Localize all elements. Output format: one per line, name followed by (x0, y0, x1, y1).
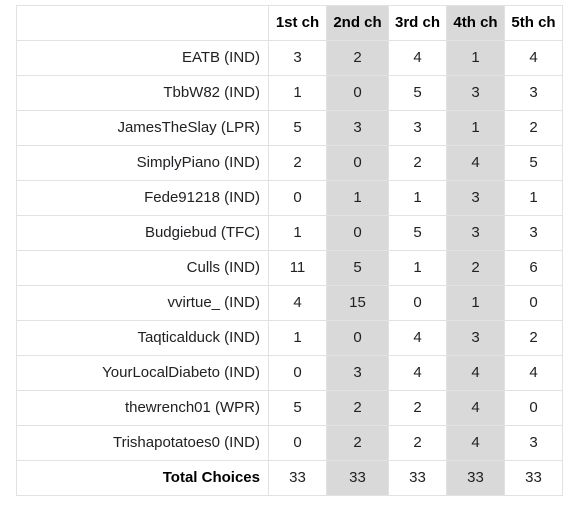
table-row: TbbW82 (IND) 1 0 5 3 3 (16, 75, 563, 111)
cell-2nd-choice: 0 (326, 215, 389, 251)
cell-2nd-choice: 3 (326, 110, 389, 146)
row-name: vvirtue_ (IND) (16, 285, 269, 321)
cell-5th-choice: 3 (504, 425, 563, 461)
row-name: Budgiebud (TFC) (16, 215, 269, 251)
cell-5th-choice: 1 (504, 180, 563, 216)
table-row: vvirtue_ (IND) 4 15 0 1 0 (16, 285, 563, 321)
cell-1st-choice: 5 (268, 110, 327, 146)
cell-3rd-choice: 1 (388, 180, 447, 216)
cell-3rd-choice: 4 (388, 320, 447, 356)
row-name: Fede91218 (IND) (16, 180, 269, 216)
cell-1st-choice: 5 (268, 390, 327, 426)
cell-3rd-choice: 5 (388, 215, 447, 251)
cell-5th-choice: 2 (504, 320, 563, 356)
total-5th-choice: 33 (504, 460, 563, 496)
cell-4th-choice: 4 (446, 425, 505, 461)
cell-1st-choice: 3 (268, 40, 327, 76)
header-corner (16, 5, 269, 41)
row-name: YourLocalDiabeto (IND) (16, 355, 269, 391)
table-row: thewrench01 (WPR) 5 2 2 4 0 (16, 390, 563, 426)
cell-4th-choice: 4 (446, 355, 505, 391)
cell-2nd-choice: 15 (326, 285, 389, 321)
row-name: JamesTheSlay (LPR) (16, 110, 269, 146)
table-row: Culls (IND) 11 5 1 2 6 (16, 250, 563, 286)
cell-4th-choice: 4 (446, 390, 505, 426)
cell-1st-choice: 1 (268, 75, 327, 111)
row-name: Culls (IND) (16, 250, 269, 286)
cell-5th-choice: 6 (504, 250, 563, 286)
cell-1st-choice: 0 (268, 180, 327, 216)
table-row: EATB (IND) 3 2 4 1 4 (16, 40, 563, 76)
cell-1st-choice: 11 (268, 250, 327, 286)
cell-4th-choice: 1 (446, 285, 505, 321)
row-name: TbbW82 (IND) (16, 75, 269, 111)
table-row: Taqticalduck (IND) 1 0 4 3 2 (16, 320, 563, 356)
cell-3rd-choice: 5 (388, 75, 447, 111)
total-4th-choice: 33 (446, 460, 505, 496)
cell-1st-choice: 2 (268, 145, 327, 181)
cell-1st-choice: 0 (268, 425, 327, 461)
header-1st-choice: 1st ch (268, 5, 327, 41)
cell-1st-choice: 0 (268, 355, 327, 391)
cell-2nd-choice: 2 (326, 425, 389, 461)
cell-4th-choice: 3 (446, 215, 505, 251)
header-row: 1st ch 2nd ch 3rd ch 4th ch 5th ch (16, 5, 563, 41)
header-3rd-choice: 3rd ch (388, 5, 447, 41)
cell-3rd-choice: 0 (388, 285, 447, 321)
cell-2nd-choice: 0 (326, 320, 389, 356)
cell-1st-choice: 1 (268, 320, 327, 356)
cell-4th-choice: 3 (446, 180, 505, 216)
table-row: SimplyPiano (IND) 2 0 2 4 5 (16, 145, 563, 181)
cell-4th-choice: 3 (446, 320, 505, 356)
cell-3rd-choice: 2 (388, 145, 447, 181)
cell-2nd-choice: 2 (326, 40, 389, 76)
total-row: Total Choices 33 33 33 33 33 (16, 460, 563, 496)
cell-4th-choice: 2 (446, 250, 505, 286)
row-name: thewrench01 (WPR) (16, 390, 269, 426)
cell-2nd-choice: 5 (326, 250, 389, 286)
cell-3rd-choice: 4 (388, 40, 447, 76)
header-4th-choice: 4th ch (446, 5, 505, 41)
cell-3rd-choice: 2 (388, 425, 447, 461)
row-name: Trishapotatoes0 (IND) (16, 425, 269, 461)
row-name: EATB (IND) (16, 40, 269, 76)
header-5th-choice: 5th ch (504, 5, 563, 41)
row-name: Taqticalduck (IND) (16, 320, 269, 356)
cell-2nd-choice: 3 (326, 355, 389, 391)
cell-5th-choice: 3 (504, 75, 563, 111)
header-2nd-choice: 2nd ch (326, 5, 389, 41)
cell-1st-choice: 4 (268, 285, 327, 321)
cell-5th-choice: 4 (504, 40, 563, 76)
choices-table: 1st ch 2nd ch 3rd ch 4th ch 5th ch EATB … (16, 5, 563, 496)
cell-4th-choice: 1 (446, 40, 505, 76)
cell-4th-choice: 3 (446, 75, 505, 111)
cell-5th-choice: 3 (504, 215, 563, 251)
table-row: Fede91218 (IND) 0 1 1 3 1 (16, 180, 563, 216)
cell-4th-choice: 4 (446, 145, 505, 181)
cell-2nd-choice: 0 (326, 145, 389, 181)
table-row: Trishapotatoes0 (IND) 0 2 2 4 3 (16, 425, 563, 461)
total-2nd-choice: 33 (326, 460, 389, 496)
table-row: YourLocalDiabeto (IND) 0 3 4 4 4 (16, 355, 563, 391)
cell-3rd-choice: 1 (388, 250, 447, 286)
cell-3rd-choice: 3 (388, 110, 447, 146)
cell-2nd-choice: 1 (326, 180, 389, 216)
total-label: Total Choices (16, 460, 269, 496)
cell-4th-choice: 1 (446, 110, 505, 146)
total-3rd-choice: 33 (388, 460, 447, 496)
cell-5th-choice: 0 (504, 390, 563, 426)
cell-5th-choice: 0 (504, 285, 563, 321)
cell-3rd-choice: 2 (388, 390, 447, 426)
cell-3rd-choice: 4 (388, 355, 447, 391)
table-row: JamesTheSlay (LPR) 5 3 3 1 2 (16, 110, 563, 146)
row-name: SimplyPiano (IND) (16, 145, 269, 181)
table-row: Budgiebud (TFC) 1 0 5 3 3 (16, 215, 563, 251)
cell-5th-choice: 5 (504, 145, 563, 181)
cell-5th-choice: 4 (504, 355, 563, 391)
cell-2nd-choice: 2 (326, 390, 389, 426)
cell-2nd-choice: 0 (326, 75, 389, 111)
total-1st-choice: 33 (268, 460, 327, 496)
cell-5th-choice: 2 (504, 110, 563, 146)
cell-1st-choice: 1 (268, 215, 327, 251)
